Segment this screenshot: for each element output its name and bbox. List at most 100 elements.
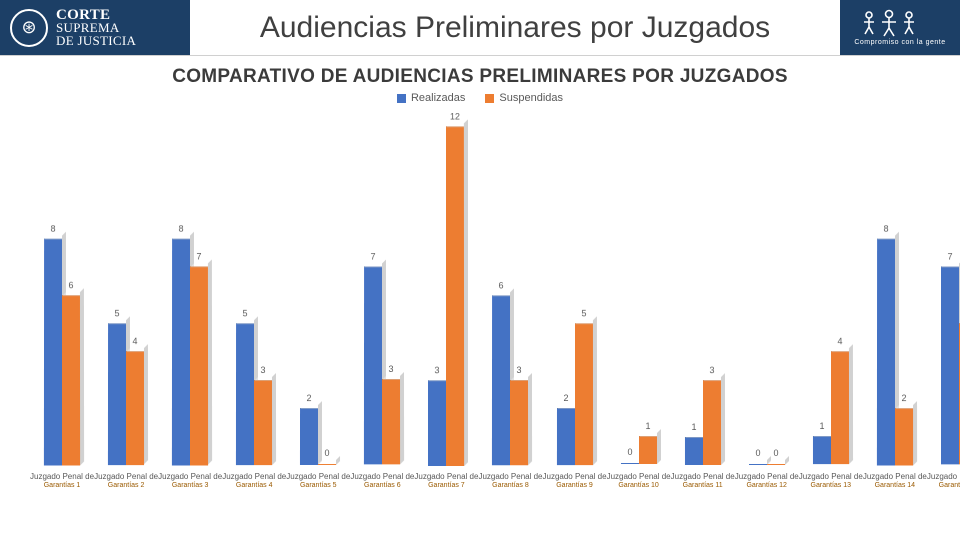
bar-group: 00 Juzgado Penal deGarantías 12 xyxy=(735,125,799,490)
value-label: 1 xyxy=(691,421,696,431)
legend-item-suspendidas: Suspendidas xyxy=(485,92,563,104)
bar-group: 25Juzgado Penal deGarantías 9 xyxy=(543,125,607,490)
page-title: Audiencias Preliminares por Juzgados xyxy=(190,11,840,45)
category-label: Juzgado Penal deGarantías 14 xyxy=(863,473,927,490)
value-label: 4 xyxy=(837,336,842,346)
bar-realizadas: 1 xyxy=(813,436,831,464)
category-sublabel: Garantías 3 xyxy=(158,482,222,490)
bar-group: 87Juzgado Penal deGarantías 3 xyxy=(158,125,222,490)
value-label: 8 xyxy=(179,224,184,234)
value-label: 7 xyxy=(371,252,376,262)
value-label: 0 xyxy=(325,448,330,458)
value-label: 1 xyxy=(819,421,824,431)
category-label: Juzgado Penal deGarantías 12 xyxy=(735,473,799,490)
value-label: 3 xyxy=(389,365,394,375)
value-label: 8 xyxy=(51,224,56,234)
slogan-text: Compromiso con la gente xyxy=(854,39,945,46)
bar-realizadas: 3 xyxy=(428,380,446,466)
category-sublabel: Garantías 6 xyxy=(350,482,414,490)
chart-title: COMPARATIVO DE AUDIENCIAS PRELIMINARES P… xyxy=(30,66,930,88)
category-label: Juzgado Penal deGarantías 4 xyxy=(222,473,286,490)
bar-suspendidas: 3 xyxy=(382,380,400,465)
category-sublabel: Garantías 10 xyxy=(607,482,671,490)
bar-group: 01Juzgado Penal deGarantías 10 xyxy=(607,125,671,490)
legend-swatch-suspendidas xyxy=(485,94,494,103)
bar-group: 54Juzgado Penal deGarantías 2 xyxy=(94,125,158,490)
legend-label-suspendidas: Suspendidas xyxy=(499,92,563,104)
bar-realizadas: 8 xyxy=(44,238,62,465)
category-sublabel: Garantías 7 xyxy=(414,482,478,490)
bar-suspendidas: 3 xyxy=(254,380,272,465)
category-sublabel: Garantías 11 xyxy=(671,482,735,490)
category-sublabel: Garantías 13 xyxy=(799,482,863,490)
category-sublabel: Garantías 1 xyxy=(30,482,94,490)
value-label: 4 xyxy=(133,336,138,346)
bar-group: 8 2 Juzgado Penal deGarantías 14 xyxy=(863,125,927,490)
bar-suspendidas: 7 xyxy=(190,267,208,465)
bar-group: 53Juzgado Penal deGarantías 4 xyxy=(222,125,286,490)
bar-group: 1 4 Juzgado Penal deGarantías 13 xyxy=(799,125,863,490)
bar-group: 13Juzgado Penal deGarantías 11 xyxy=(671,125,735,490)
bar-suspendidas: 5 xyxy=(575,323,593,465)
bar-suspendidas: 3 xyxy=(703,380,721,465)
people-icon: Compromiso con la gente xyxy=(854,9,945,46)
value-label: 3 xyxy=(709,365,714,375)
category-sublabel: Garantías 5 xyxy=(286,482,350,490)
category-sublabel: Garantías 9 xyxy=(543,482,607,490)
category-sublabel: Garantías 4 xyxy=(222,482,286,490)
value-label: 6 xyxy=(499,280,504,290)
logo-block: ⊛ CORTE SUPREMA DE JUSTICIA xyxy=(0,0,190,55)
seal-icon: ⊛ xyxy=(10,9,48,47)
bar-realizadas: 2 xyxy=(556,408,574,465)
bar-suspendidas: 3 xyxy=(510,380,528,465)
category-label: Juzgado Penal deGarantías 8 xyxy=(478,473,542,490)
bar-realizadas: 2 xyxy=(300,408,318,465)
value-label: 5 xyxy=(243,308,248,318)
bar-suspendidas: 1 xyxy=(639,436,657,464)
category-label: Juzgado Penal deGarantías 1 xyxy=(30,473,94,490)
legend-item-realizadas: Realizadas xyxy=(397,92,465,104)
value-label: 1 xyxy=(645,421,650,431)
bar-group: 63Juzgado Penal deGarantías 8 xyxy=(478,125,542,490)
value-label: 5 xyxy=(115,308,120,318)
value-label: 7 xyxy=(947,252,952,262)
bar-realizadas: 5 xyxy=(108,323,126,465)
chart-area: COMPARATIVO DE AUDIENCIAS PRELIMINARES P… xyxy=(0,56,960,490)
value-label: 2 xyxy=(901,393,906,403)
value-label: 12 xyxy=(450,111,460,121)
bar-realizadas: 5 xyxy=(236,323,254,465)
bar-group: 75Juzgado Penal deGarantías 15 xyxy=(927,125,960,490)
bar-group: 86Juzgado Penal deGarantías 1 xyxy=(30,125,94,490)
category-sublabel: Garantías 14 xyxy=(863,482,927,490)
bar-group: 73Juzgado Penal deGarantías 6 xyxy=(350,125,414,490)
bar-realizadas: 8 xyxy=(172,238,190,465)
value-label: 8 xyxy=(883,224,888,234)
bar-suspendidas: 0 xyxy=(767,464,785,465)
header-bar: ⊛ CORTE SUPREMA DE JUSTICIA Audiencias P… xyxy=(0,0,960,56)
logo-line3: DE JUSTICIA xyxy=(56,35,136,47)
value-label: 5 xyxy=(581,308,586,318)
category-sublabel: Garantías 15 xyxy=(927,482,960,490)
bar-realizadas: 7 xyxy=(364,267,382,465)
category-label: Juzgado Penal deGarantías 13 xyxy=(799,473,863,490)
bar-realizadas: 0 xyxy=(621,464,639,465)
bar-realizadas: 0 xyxy=(749,464,767,465)
legend-swatch-realizadas xyxy=(397,94,406,103)
bar-suspendidas: 6 xyxy=(62,295,80,465)
bar-suspendidas: 2 xyxy=(895,408,913,465)
legend: Realizadas Suspendidas xyxy=(30,92,930,104)
bar-suspendidas: 12 xyxy=(446,126,464,466)
value-label: 2 xyxy=(307,393,312,403)
bar-suspendidas: 4 xyxy=(126,351,144,464)
value-label: 3 xyxy=(517,365,522,375)
bar-suspendidas: 0 xyxy=(318,464,336,465)
legend-label-realizadas: Realizadas xyxy=(411,92,465,104)
category-label: Juzgado Penal deGarantías 9 xyxy=(543,473,607,490)
category-label: Juzgado Penal deGarantías 2 xyxy=(94,473,158,490)
category-label: Juzgado Penal deGarantías 11 xyxy=(671,473,735,490)
bar-realizadas: 6 xyxy=(492,295,510,465)
category-sublabel: Garantías 2 xyxy=(94,482,158,490)
category-label: Juzgado Penal deGarantías 3 xyxy=(158,473,222,490)
logo-text: CORTE SUPREMA DE JUSTICIA xyxy=(56,8,136,47)
bar-group: 312Juzgado Penal deGarantías 7 xyxy=(414,125,478,490)
